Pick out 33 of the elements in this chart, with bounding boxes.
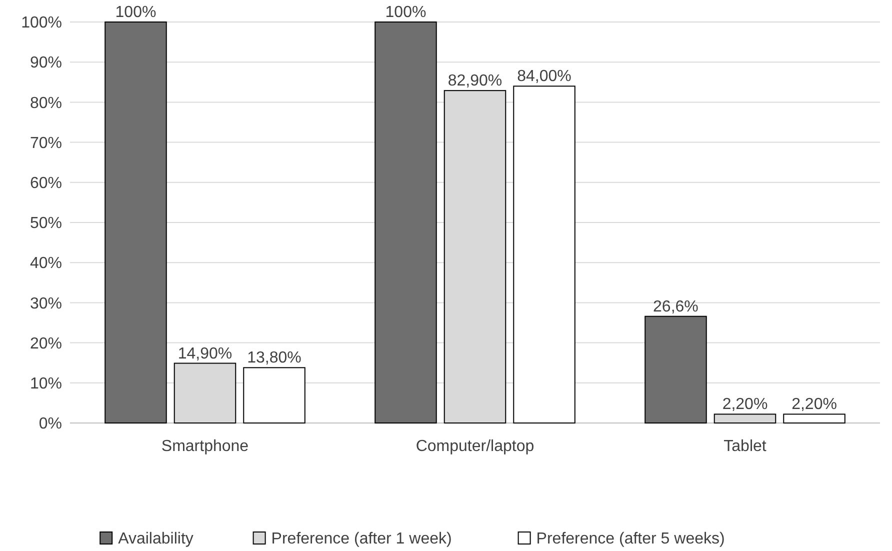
legend-label: Preference (after 5 weeks) (536, 530, 725, 548)
legend-label: Availability (118, 530, 194, 548)
data-label: 82,90% (448, 72, 502, 90)
bar (374, 22, 437, 424)
y-tick-label: 60% (30, 175, 62, 192)
bar (104, 22, 167, 424)
data-label: 26,6% (653, 298, 698, 316)
y-tick-label: 50% (30, 215, 62, 232)
data-label: 100% (385, 4, 426, 21)
bar (243, 367, 306, 424)
y-tick-label: 20% (30, 335, 62, 352)
y-tick-label: 40% (30, 255, 62, 272)
y-tick-label: 90% (30, 54, 62, 72)
data-label: 2,20% (792, 396, 837, 414)
y-tick-label: 100% (21, 14, 62, 32)
data-label: 13,80% (247, 350, 302, 367)
y-tick-label: 70% (30, 134, 62, 152)
data-label: 2,20% (722, 396, 768, 414)
x-tick-label: Tablet (724, 438, 767, 455)
y-tick-label: 0% (38, 416, 62, 433)
bar (714, 414, 776, 424)
x-tick-label: Computer/laptop (416, 438, 534, 455)
y-tick-label: 30% (30, 295, 62, 312)
data-label: 84,00% (517, 68, 572, 86)
data-label: 14,90% (178, 345, 232, 362)
x-tick-label: Smartphone (161, 438, 249, 455)
y-tick-label: 80% (30, 94, 62, 112)
bar (783, 414, 846, 424)
y-tick-label: 10% (30, 376, 62, 392)
data-label: 100% (115, 4, 156, 21)
bar (644, 316, 707, 424)
bar (513, 86, 576, 424)
legend-label: Preference (after 1 week) (271, 530, 452, 548)
